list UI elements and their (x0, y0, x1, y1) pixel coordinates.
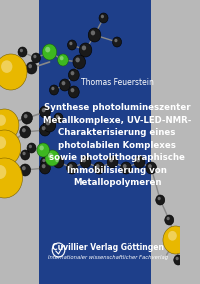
Circle shape (50, 85, 59, 95)
Circle shape (53, 156, 64, 168)
Circle shape (94, 162, 104, 174)
Circle shape (0, 115, 6, 126)
Text: Synthese photolumineszenter
Metallkomplexe, UV-LED-NMR-
Charakterisierung eines
: Synthese photolumineszenter Metallkomple… (43, 103, 191, 187)
Circle shape (42, 126, 46, 130)
Circle shape (123, 164, 127, 168)
Circle shape (46, 120, 50, 125)
Circle shape (121, 162, 131, 174)
Circle shape (43, 118, 56, 132)
Circle shape (67, 162, 77, 174)
Circle shape (148, 164, 152, 168)
Circle shape (68, 69, 79, 81)
Circle shape (23, 152, 26, 155)
Circle shape (75, 57, 80, 62)
Circle shape (42, 108, 46, 112)
Text: Internationaler wissenschaftlicher Fachverlag: Internationaler wissenschaftlicher Fachv… (48, 256, 168, 260)
Circle shape (163, 226, 188, 254)
Text: Cuvillier Verlag Göttingen: Cuvillier Verlag Göttingen (52, 243, 164, 252)
Circle shape (56, 115, 59, 118)
Circle shape (73, 55, 86, 69)
Circle shape (33, 55, 36, 58)
Circle shape (55, 158, 59, 162)
Circle shape (24, 114, 28, 118)
Circle shape (69, 164, 73, 168)
Circle shape (71, 88, 74, 92)
Circle shape (168, 231, 177, 241)
Circle shape (136, 158, 140, 162)
Circle shape (91, 30, 95, 35)
Circle shape (0, 109, 19, 141)
Circle shape (107, 156, 118, 168)
Circle shape (82, 45, 86, 50)
Circle shape (68, 86, 79, 98)
Circle shape (146, 162, 157, 174)
Circle shape (0, 158, 23, 198)
Circle shape (0, 130, 21, 166)
Circle shape (99, 13, 108, 23)
Circle shape (156, 195, 165, 205)
Circle shape (114, 39, 117, 42)
Circle shape (96, 164, 100, 168)
Circle shape (62, 81, 65, 85)
Circle shape (51, 87, 54, 90)
Circle shape (158, 197, 161, 200)
Circle shape (20, 126, 31, 138)
Circle shape (174, 255, 183, 265)
Circle shape (41, 157, 50, 167)
Circle shape (0, 136, 6, 149)
Circle shape (37, 143, 50, 157)
Circle shape (71, 71, 74, 75)
Circle shape (32, 53, 41, 63)
Circle shape (88, 28, 101, 42)
Circle shape (28, 64, 32, 68)
Circle shape (80, 156, 91, 168)
Circle shape (134, 156, 145, 168)
Circle shape (29, 145, 32, 148)
Circle shape (42, 159, 45, 162)
Circle shape (20, 164, 31, 176)
Text: Thomas Feuerstein: Thomas Feuerstein (81, 78, 153, 87)
Circle shape (109, 158, 113, 162)
Circle shape (59, 79, 70, 91)
Circle shape (0, 54, 27, 90)
Circle shape (48, 153, 53, 158)
Circle shape (20, 49, 23, 52)
Circle shape (54, 113, 63, 123)
Circle shape (176, 257, 179, 260)
Circle shape (1, 60, 12, 73)
Circle shape (22, 128, 26, 132)
Circle shape (165, 215, 174, 225)
Circle shape (27, 143, 36, 153)
Circle shape (0, 165, 6, 179)
Circle shape (101, 15, 104, 18)
Circle shape (39, 145, 44, 150)
Circle shape (40, 162, 50, 174)
Circle shape (40, 124, 50, 136)
Circle shape (58, 54, 68, 66)
Circle shape (21, 150, 30, 160)
Circle shape (18, 47, 27, 57)
Circle shape (113, 37, 122, 47)
Circle shape (82, 158, 86, 162)
Circle shape (40, 106, 50, 118)
Circle shape (60, 56, 64, 60)
Bar (39, 0, 151, 284)
Circle shape (42, 164, 46, 168)
Circle shape (45, 47, 50, 53)
Circle shape (167, 217, 170, 220)
Circle shape (69, 42, 72, 45)
Circle shape (26, 62, 37, 74)
Circle shape (22, 166, 26, 170)
Circle shape (45, 150, 59, 166)
Circle shape (42, 44, 57, 60)
Circle shape (79, 43, 92, 57)
Circle shape (22, 112, 32, 124)
Circle shape (68, 40, 77, 50)
